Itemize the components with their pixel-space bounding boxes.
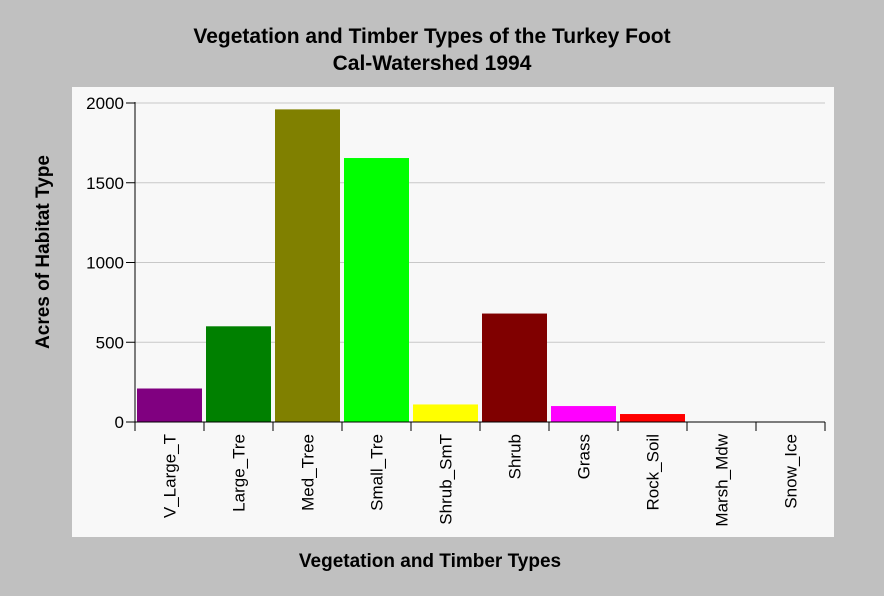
- y-tick-label: 1500: [86, 174, 124, 193]
- x-tick-label: Large_Tre: [230, 434, 249, 512]
- x-tick-label: V_Large_T: [161, 434, 180, 518]
- x-tick-label: Shrub_SmT: [437, 434, 456, 525]
- x-tick-label: Marsh_Mdw: [713, 433, 732, 526]
- y-axis-label: Acres of Habitat Type: [33, 155, 54, 349]
- x-axis-label: Vegetation and Timber Types: [299, 551, 561, 572]
- x-tick-label: Snow_Ice: [782, 434, 801, 509]
- x-tick-label: Med_Tree: [299, 434, 318, 511]
- x-tick-label: Rock_Soil: [644, 434, 663, 511]
- y-tick-label: 0: [115, 413, 124, 432]
- axes: 0 500 1000 1500 2000 V_Large_T Large_Tre Med_Tr…: [86, 94, 826, 527]
- bar-grass: [551, 406, 616, 422]
- chart-title: Vegetation and Timber Types of the Turke…: [193, 25, 670, 48]
- chart-subtitle: Cal-Watershed 1994: [333, 52, 532, 75]
- y-tick-label: 1000: [86, 254, 124, 273]
- x-tick-label: Grass: [575, 434, 594, 479]
- bar-shrub-smt: [413, 404, 478, 422]
- bar-large-tre: [206, 326, 271, 422]
- bar-shrub: [482, 313, 547, 422]
- x-tick-label: Shrub: [506, 434, 525, 479]
- x-tick-label: Small_Tre: [368, 434, 387, 511]
- y-tick-label: 500: [96, 333, 124, 352]
- y-tick-label: 2000: [86, 94, 124, 113]
- bars: [137, 109, 685, 422]
- bar-med-tree: [275, 109, 340, 422]
- bar-v-large-t: [137, 388, 202, 422]
- plot-background: [72, 87, 834, 537]
- bar-small-tre: [344, 158, 409, 422]
- bar-rock-soil: [620, 414, 685, 422]
